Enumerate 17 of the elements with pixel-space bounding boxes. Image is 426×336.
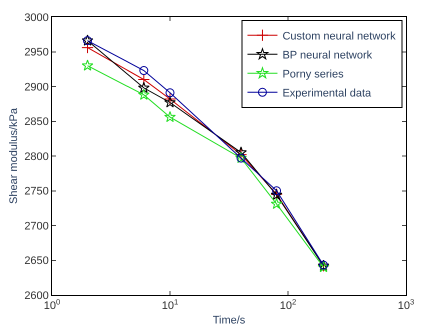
y-tick-label: 2750 <box>24 186 49 198</box>
y-tick-label: 2950 <box>24 46 49 59</box>
y-tick-label: 2800 <box>24 150 49 163</box>
x-axis-title: Time/s <box>212 314 246 326</box>
x-tick-label: 10$^{3}$ <box>398 298 414 312</box>
y-tick-label: 3000 <box>24 12 49 24</box>
legend-label: Custom neural network <box>282 30 396 43</box>
x-tick-label: 10$^{2}$ <box>280 298 296 312</box>
y-tick-label: 2850 <box>24 116 49 128</box>
legend-label: Experimental data <box>282 88 372 100</box>
y-tick-label: 2650 <box>24 255 49 268</box>
legend-label: Porny series <box>282 68 344 81</box>
legend-label: BP neural network <box>282 50 373 62</box>
y-tick-label: 2900 <box>24 81 49 94</box>
y-axis-title: Shear modulus/kPa <box>8 107 20 204</box>
x-tick-label: 10$^{1}$ <box>162 298 178 312</box>
y-tick-label: 2700 <box>24 220 49 232</box>
